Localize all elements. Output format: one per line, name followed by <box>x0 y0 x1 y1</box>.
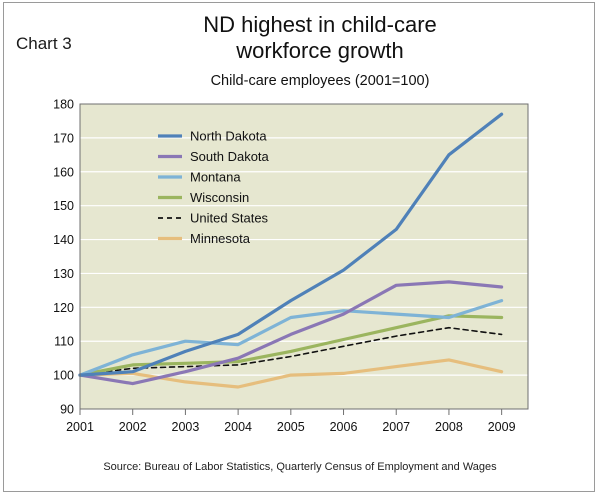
legend-label-montana: Montana <box>190 170 241 185</box>
y-tick-label-170: 170 <box>53 131 74 145</box>
y-tick-label-120: 120 <box>53 301 74 315</box>
legend-label-united-states: United States <box>190 211 269 226</box>
series-line-minnesota <box>78 358 504 389</box>
y-tick-label-110: 110 <box>54 335 74 349</box>
series-line-south-dakota <box>78 280 504 386</box>
plot-border <box>79 103 529 410</box>
series-lines <box>78 112 504 389</box>
x-axis: 2001 2002 2003 2004 2005 2006 2007 2008 2009 <box>66 409 516 434</box>
y-tick-label-100: 100 <box>53 369 74 383</box>
chart-subtitle: Child-care employees (2001=100) <box>210 73 430 89</box>
y-tick-label-180: 180 <box>53 98 74 112</box>
x-tick-label-2008: 2008 <box>435 420 463 434</box>
source-note: Source: Bureau of Labor Statistics, Quar… <box>103 461 497 473</box>
y-tick-label-140: 140 <box>53 233 74 247</box>
y-tick-label-130: 130 <box>53 267 74 281</box>
legend-label-wisconsin: Wisconsin <box>190 190 249 205</box>
x-tick-label-2004: 2004 <box>224 420 252 434</box>
y-tick-label-160: 160 <box>53 165 74 179</box>
x-tick-label-2005: 2005 <box>277 420 305 434</box>
series-line-montana <box>78 299 504 377</box>
legend-label-minnesota: Minnesota <box>190 231 251 246</box>
legend-label-north-dakota: North Dakota <box>190 129 267 144</box>
chart-title-line-1: ND highest in child-care <box>203 12 437 37</box>
y-tick-label-90: 90 <box>60 403 74 417</box>
x-tick-label-2001: 2001 <box>66 420 94 434</box>
x-tick-label-2002: 2002 <box>119 420 147 434</box>
series-line-north-dakota <box>78 112 504 377</box>
x-tick-label-2007: 2007 <box>382 420 410 434</box>
gridlines <box>80 137 528 376</box>
chart-number-label: Chart 3 <box>16 34 72 53</box>
chart-title-line-2: workforce growth <box>236 38 404 63</box>
legend-label-south-dakota: South Dakota <box>190 149 270 164</box>
y-tick-label-150: 150 <box>53 199 74 213</box>
y-axis: 90 100 110 120 130 140 150 160 170 180 <box>53 98 74 417</box>
x-tick-label-2009: 2009 <box>488 420 516 434</box>
plot-area <box>80 104 528 409</box>
series-line-united-states <box>79 326 503 376</box>
x-tick-label-2006: 2006 <box>330 420 358 434</box>
legend: North Dakota South Dakota Montana Wisconsin… <box>158 129 270 246</box>
x-tick-label-2003: 2003 <box>172 420 200 434</box>
